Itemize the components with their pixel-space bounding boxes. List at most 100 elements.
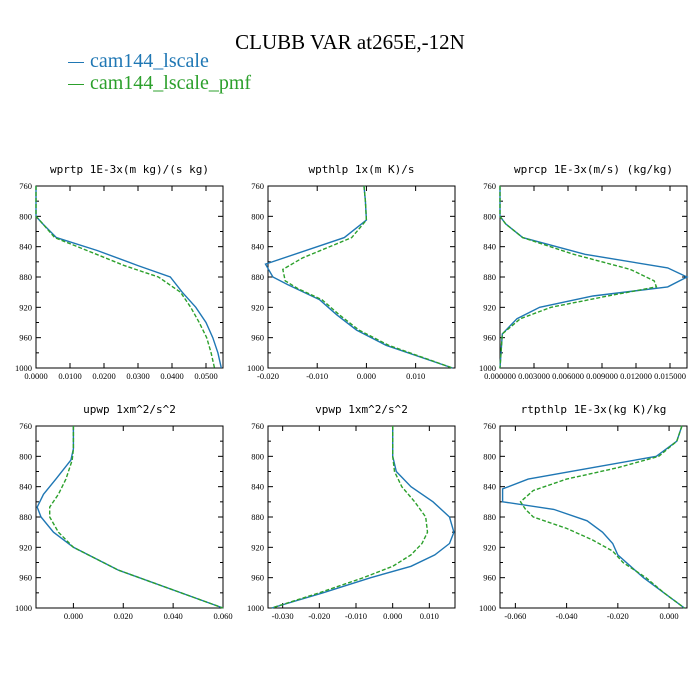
panel-title: wprtp 1E-3x(m kg)/(s kg) [50,163,209,176]
x-tick-label: -0.010 [306,371,328,381]
panel-1: wprtp 1E-3x(m kg)/(s kg) 760 800 840 880 920 9… [15,163,224,381]
x-tick-label: 0.0500 [194,371,217,381]
legend-swatch-lscale-pmf [68,83,84,85]
y-tick-label: 800 [251,211,264,221]
x-tick-label: 0.000 [383,611,402,621]
y-tick-label: 880 [19,512,32,522]
series-line-lscale-pmf [271,426,429,609]
y-tick-label: 920 [483,542,496,552]
x-tick-label: 0.0100 [58,371,81,381]
x-tick-label: -0.020 [257,371,279,381]
panel-title: wprcp 1E-3x(m/s) (kg/kg) [514,163,673,176]
y-tick-label: 960 [251,333,264,343]
panel-frame [267,185,456,369]
panel-frame [499,425,688,609]
y-tick-label: 1000 [247,603,264,613]
panel-2: wpthlp 1x(m K)/s7608008408809209601000-0… [247,163,456,381]
y-tick-label: 1000 [15,363,32,373]
legend-label-lscale-pmf: cam144_lscale_pmf [90,72,252,94]
y-tick-label: 840 [19,242,32,252]
y-tick-label: 760 [251,421,264,431]
y-tick-label: 1000 [479,603,496,613]
y-tick-label: 800 [19,211,32,221]
y-tick-label: 760 [19,421,32,431]
x-tick-label: 0.0400 [160,371,183,381]
y-tick-label: 880 [483,512,496,522]
x-tick-label: 0.012000 [620,371,652,381]
y-tick-label: 760 [19,181,32,191]
y-tick-label: 840 [19,482,32,492]
series-line-lscale-pmf [282,185,453,369]
y-tick-label: 960 [483,333,496,343]
panel-3: wprcp 1E-3x(m/s) (kg/kg) 760 800 840 880 920 9… [479,163,689,381]
x-tick-label: -0.040 [556,611,578,621]
y-tick-label: 880 [19,272,32,282]
panel-5: vpwp 1xm^2/s^2 760 800 840 880 920 960 1000 -0.0… [247,403,456,621]
panel-title: wpthlp 1x(m K)/s [309,163,415,176]
series-line-lscale-pmf [519,425,685,609]
series-line-lscale [271,426,455,609]
series-line-lscale [36,426,224,609]
legend-label-lscale: cam144_lscale [90,50,209,72]
y-tick-label: 960 [251,573,264,583]
x-tick-label: 0.009000 [586,371,618,381]
series-line-lscale-pmf [49,426,224,609]
x-tick-label: 0.0300 [126,371,149,381]
x-tick-label: 0.0200 [92,371,115,381]
y-tick-label: 1000 [15,603,32,613]
legend-entry-lscale: cam144_lscale [68,50,209,73]
x-tick-label: -0.010 [345,611,367,621]
y-tick-label: 800 [19,451,32,461]
x-tick-label: 0.020 [114,611,133,621]
x-tick-label: -0.020 [308,611,330,621]
y-tick-label: 960 [483,573,496,583]
y-tick-label: 960 [19,573,32,583]
panel-frame [499,185,688,369]
y-tick-label: 760 [251,181,264,191]
panel-frame [35,425,224,609]
legend-entry-lscale-pmf: cam144_lscale_pmf [68,72,251,95]
y-tick-label: 880 [483,272,496,282]
x-tick-label: 0.000 [64,611,83,621]
x-tick-label: -0.060 [504,611,526,621]
panel-title: vpwp 1xm^2/s^2 [315,403,408,416]
series-line-lscale [501,425,685,609]
panel-title: rtpthlp 1E-3x(kg K)/kg [521,403,667,416]
panel-6: rtpthlp 1E-3x(kg K)/kg 760 800 840 880 920 960… [479,403,688,621]
y-tick-label: 760 [483,181,496,191]
y-tick-label: 1000 [247,363,264,373]
x-tick-label: 0.010 [406,371,425,381]
y-tick-label: 800 [251,451,264,461]
y-tick-label: 920 [483,302,496,312]
y-tick-label: 760 [483,421,496,431]
y-tick-label: 840 [251,482,264,492]
series-line-lscale [35,186,222,369]
y-tick-label: 800 [483,211,496,221]
panel-4: upwp 1xm^2/s^2 760 800 840 880 920 960 1000 0.00… [15,403,233,621]
x-tick-label: 0.006000 [552,371,584,381]
series-line-lscale-pmf [35,186,216,369]
y-tick-label: 840 [483,482,496,492]
x-tick-label: 0.0000 [24,371,47,381]
x-tick-label: 0.000000 [484,371,516,381]
y-tick-label: 880 [251,272,264,282]
x-tick-label: 0.040 [164,611,183,621]
y-tick-label: 880 [251,512,264,522]
panel-frame [35,185,224,369]
y-tick-label: 920 [251,302,264,312]
x-tick-label: 0.010 [420,611,439,621]
x-tick-label: 0.060 [213,611,232,621]
x-tick-label: -0.030 [272,611,294,621]
y-tick-label: 920 [19,542,32,552]
y-tick-label: 840 [483,242,496,252]
y-tick-label: 800 [483,451,496,461]
x-tick-label: -0.020 [607,611,629,621]
x-tick-label: 0.015000 [654,371,686,381]
y-tick-label: 840 [251,242,264,252]
y-tick-label: 920 [251,542,264,552]
x-tick-label: 0.003000 [518,371,550,381]
panel-title: upwp 1xm^2/s^2 [83,403,176,416]
series-line-lscale [264,185,453,369]
